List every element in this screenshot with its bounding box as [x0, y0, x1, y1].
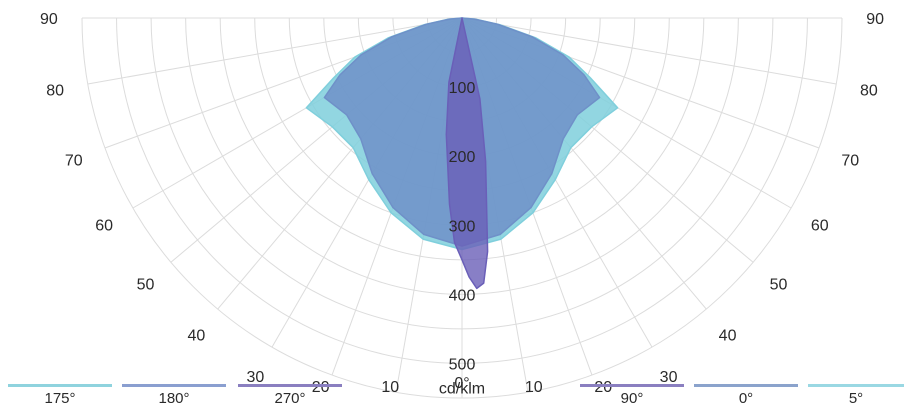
- legend-swatch: [238, 384, 342, 387]
- grid-spoke: [87, 17, 463, 85]
- angle-label-0: 0°: [454, 375, 469, 392]
- legend-swatch: [122, 384, 226, 387]
- angle-label-left-40: 40: [188, 328, 206, 345]
- radial-tick-300: 300: [449, 218, 476, 235]
- grid-spoke: [461, 17, 837, 85]
- radial-tick-100: 100: [449, 80, 476, 97]
- angle-label-left-30: 30: [247, 369, 265, 386]
- legend-90: 90°: [580, 384, 684, 414]
- legend-270: 270°: [238, 384, 342, 414]
- legend-0: 0°: [694, 384, 798, 414]
- legend-5: 5°: [808, 384, 904, 414]
- radial-tick-200: 200: [449, 149, 476, 166]
- legend-180: 180°: [122, 384, 226, 414]
- radial-tick-500: 500: [449, 356, 476, 373]
- angle-label-right-10: 10: [525, 379, 543, 396]
- angle-label-right-80: 80: [860, 83, 878, 100]
- legend-label: 270°: [274, 390, 306, 407]
- angle-label-right-30: 30: [660, 369, 678, 386]
- angle-label-right-70: 70: [841, 152, 859, 169]
- angle-label-right-20: 20: [594, 379, 612, 396]
- angle-label-right-50: 50: [770, 277, 788, 294]
- radial-unit-label: cd/klm: [439, 380, 485, 397]
- legend-label: 5°: [848, 390, 864, 407]
- angle-label-right-40: 40: [719, 328, 737, 345]
- polar-grid: [81, 17, 843, 399]
- legend-swatch: [808, 384, 904, 387]
- legend-label: 175°: [44, 390, 76, 407]
- legend-swatch: [8, 384, 112, 387]
- angle-label-left-60: 60: [95, 218, 113, 235]
- angle-label-right-60: 60: [811, 218, 829, 235]
- legend-swatch: [580, 384, 684, 387]
- angle-label-left-90: 90: [40, 11, 58, 28]
- series-270: [445, 17, 489, 290]
- angle-label-left-20: 20: [312, 379, 330, 396]
- angle-label-left-50: 50: [137, 277, 155, 294]
- legend-swatch: [694, 384, 798, 387]
- series-layer: [305, 17, 619, 290]
- angle-label-right-90: 90: [866, 11, 884, 28]
- radial-tick-labels: 100 200 300 400 500: [449, 80, 476, 373]
- legend-label: 90°: [620, 390, 644, 407]
- angle-label-left-10: 10: [381, 379, 399, 396]
- radial-tick-400: 400: [449, 287, 476, 304]
- legend-175: 175°: [8, 384, 112, 414]
- angle-label-left-80: 80: [46, 83, 64, 100]
- legend-label: 180°: [158, 390, 190, 407]
- angle-tick-labels: 90 80 70 60 50 40 30 20 10 90 80 70 60 50 40 30 20 10: [40, 11, 884, 396]
- angle-label-left-70: 70: [65, 152, 83, 169]
- legend-label: 0°: [738, 390, 754, 407]
